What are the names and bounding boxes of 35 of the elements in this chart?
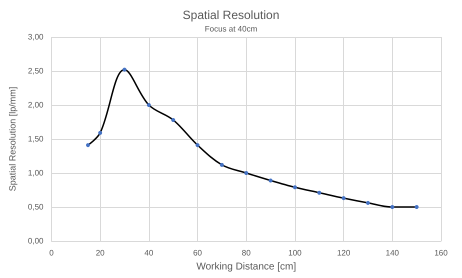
- x-tick-label: 40: [144, 248, 154, 258]
- point: [292, 185, 297, 190]
- y-tick-label: 0,00: [28, 236, 44, 246]
- y-axis-title: Spatial Resolution [lp/mm]: [8, 86, 18, 192]
- chart-title: Spatial Resolution: [182, 8, 280, 22]
- y-tick-label: 1,50: [28, 134, 44, 144]
- x-tick-label: 80: [242, 248, 252, 258]
- chart-subtitle: Focus at 40cm: [204, 24, 258, 34]
- point: [342, 196, 346, 200]
- point: [366, 200, 370, 205]
- x-tick-label: 160: [434, 248, 448, 258]
- x-tick-label: 20: [96, 248, 106, 258]
- point: [146, 103, 151, 107]
- y-tick-label: 2,50: [28, 66, 44, 76]
- point: [86, 143, 90, 148]
- y-tick-label: 0,50: [28, 202, 44, 212]
- x-tick-label: 100: [288, 248, 302, 258]
- point: [98, 130, 102, 135]
- point: [244, 171, 248, 175]
- x-tick-label: 120: [336, 248, 351, 258]
- point: [317, 190, 322, 195]
- y-tick-label: 2,00: [28, 100, 44, 110]
- point: [122, 68, 127, 72]
- x-tick-label: 140: [386, 248, 400, 258]
- y-tick-label: 3,00: [28, 32, 44, 42]
- point: [220, 162, 224, 167]
- point: [171, 118, 176, 122]
- point: [390, 205, 394, 209]
- x-axis-title: Working Distance [cm]: [196, 261, 296, 272]
- x-tick-label: 60: [193, 248, 203, 258]
- point: [268, 178, 273, 182]
- point: [414, 205, 419, 209]
- x-tick-label: 0: [49, 248, 54, 258]
- point: [196, 143, 200, 148]
- y-tick-label: 1,00: [28, 168, 44, 178]
